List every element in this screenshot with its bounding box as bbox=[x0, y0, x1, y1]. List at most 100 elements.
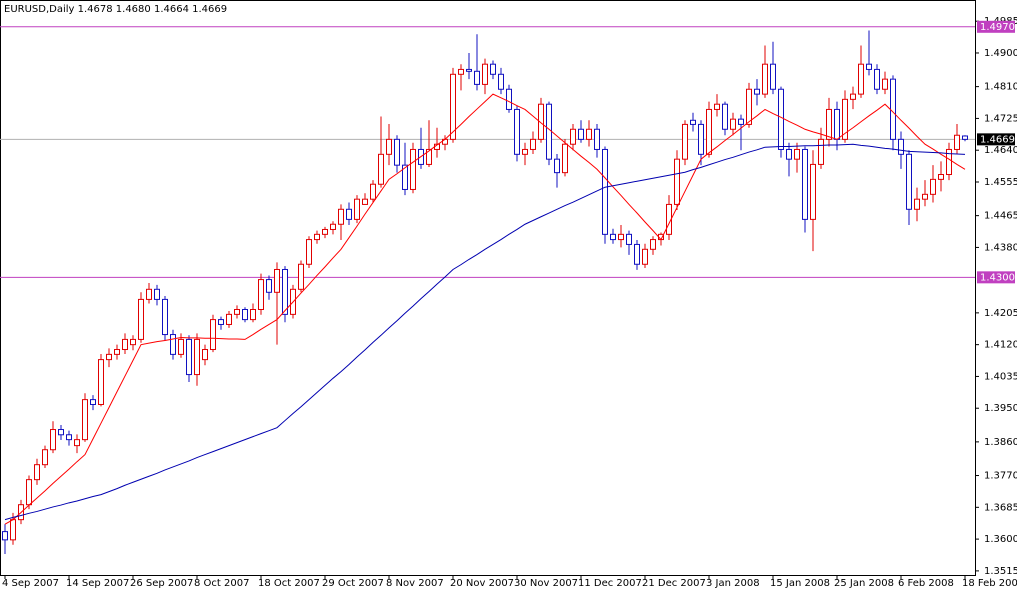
candle-body bbox=[82, 399, 88, 441]
candle-body bbox=[530, 138, 536, 150]
candle-body bbox=[610, 233, 616, 241]
candle-body bbox=[762, 63, 768, 95]
candle-body bbox=[354, 198, 360, 220]
candle-body bbox=[50, 429, 56, 451]
candle-body bbox=[482, 63, 488, 85]
candle-body bbox=[538, 103, 544, 140]
candle-body bbox=[786, 148, 792, 160]
y-tick-label: 1.4810 bbox=[984, 82, 1017, 93]
y-tick-label: 1.3860 bbox=[984, 437, 1017, 448]
current-price-box bbox=[977, 133, 1015, 146]
candle-body bbox=[330, 223, 336, 230]
candle-body bbox=[194, 338, 200, 376]
x-tick-label: 4 Sep 2007 bbox=[2, 578, 59, 589]
candle-body bbox=[170, 334, 176, 355]
candle-body bbox=[178, 338, 184, 355]
candle-body bbox=[122, 338, 128, 351]
x-tick-label: 8 Oct 2007 bbox=[194, 578, 249, 589]
x-tick-label: 3 Jan 2008 bbox=[706, 578, 760, 589]
candle-body bbox=[898, 138, 904, 155]
candle-body bbox=[386, 138, 392, 155]
candle-body bbox=[674, 158, 680, 205]
moving-average bbox=[4, 93, 966, 525]
level-label-box bbox=[977, 271, 1015, 284]
candle-body bbox=[90, 399, 96, 405]
x-tick-label: 18 Oct 2007 bbox=[258, 578, 320, 589]
candle-body bbox=[794, 148, 800, 160]
candle-body bbox=[962, 135, 968, 140]
candle-body bbox=[866, 63, 872, 70]
candle-body bbox=[890, 78, 896, 140]
candle-body bbox=[802, 148, 808, 220]
candle-body bbox=[618, 233, 624, 241]
candle-body bbox=[730, 118, 736, 130]
candle-body bbox=[834, 108, 840, 140]
candle-body bbox=[218, 319, 224, 325]
x-tick-label: 15 Jan 2008 bbox=[770, 578, 830, 589]
x-tick-label: 18 Feb 2008 bbox=[962, 578, 1017, 589]
candle-body bbox=[370, 183, 376, 200]
candle-body bbox=[914, 198, 920, 210]
candle-body bbox=[690, 119, 696, 125]
candle-body bbox=[602, 148, 608, 235]
candle-body bbox=[938, 174, 944, 180]
candle-body bbox=[818, 138, 824, 165]
candle-body bbox=[642, 248, 648, 265]
candle-body bbox=[106, 353, 112, 361]
candle-body bbox=[706, 108, 712, 155]
candle-body bbox=[698, 123, 704, 155]
candle-body bbox=[858, 63, 864, 95]
moving-average bbox=[4, 143, 966, 521]
candle-body bbox=[10, 519, 16, 541]
candle-body bbox=[298, 263, 304, 290]
candle-body bbox=[250, 309, 256, 321]
y-tick-label: 1.4725 bbox=[984, 113, 1017, 124]
candle-body bbox=[562, 143, 568, 174]
candle-body bbox=[186, 338, 192, 376]
y-tick-label: 1.3770 bbox=[984, 471, 1017, 482]
x-tick-label: 11 Dec 2007 bbox=[578, 578, 642, 589]
y-tick-label: 1.4035 bbox=[984, 371, 1017, 382]
y-tick-label: 1.4900 bbox=[984, 48, 1017, 59]
candle-body bbox=[114, 349, 120, 355]
candle-body bbox=[578, 128, 584, 140]
y-tick-label: 1.4380 bbox=[984, 242, 1017, 253]
candle-body bbox=[346, 208, 352, 220]
y-tick-label: 1.3515 bbox=[984, 566, 1017, 577]
candle-body bbox=[26, 479, 32, 506]
candle-body bbox=[586, 128, 592, 140]
candle-body bbox=[362, 198, 368, 205]
level-label: 1.4300 bbox=[980, 272, 1015, 283]
candle-body bbox=[266, 279, 272, 293]
candle-body bbox=[98, 359, 104, 405]
candle-body bbox=[162, 298, 168, 336]
candle-body bbox=[130, 338, 136, 346]
candle-body bbox=[258, 279, 264, 311]
x-tick-label: 6 Feb 2008 bbox=[898, 578, 954, 589]
plot-frame bbox=[0, 0, 976, 576]
candle-body bbox=[322, 228, 328, 235]
candle-body bbox=[514, 108, 520, 155]
x-tick-label: 14 Sep 2007 bbox=[66, 578, 129, 589]
candle-body bbox=[402, 164, 408, 190]
candle-body bbox=[426, 148, 432, 165]
candle-body bbox=[714, 103, 720, 110]
candle-body bbox=[226, 313, 232, 325]
candle-body bbox=[146, 288, 152, 300]
candle-body bbox=[42, 449, 48, 466]
candle-body bbox=[338, 208, 344, 225]
y-tick-label: 1.4555 bbox=[984, 177, 1017, 188]
candle-body bbox=[754, 88, 760, 95]
x-tick-label: 25 Jan 2008 bbox=[834, 578, 894, 589]
candle-body bbox=[594, 128, 600, 150]
candle-body bbox=[154, 288, 160, 300]
candle-body bbox=[314, 233, 320, 241]
candle-body bbox=[210, 319, 216, 351]
current-price-label: 1.4669 bbox=[980, 134, 1015, 145]
candle-body bbox=[378, 153, 384, 185]
candle-body bbox=[722, 103, 728, 130]
candle-body bbox=[306, 239, 312, 265]
candle-body bbox=[242, 309, 248, 321]
candle-body bbox=[954, 134, 960, 150]
